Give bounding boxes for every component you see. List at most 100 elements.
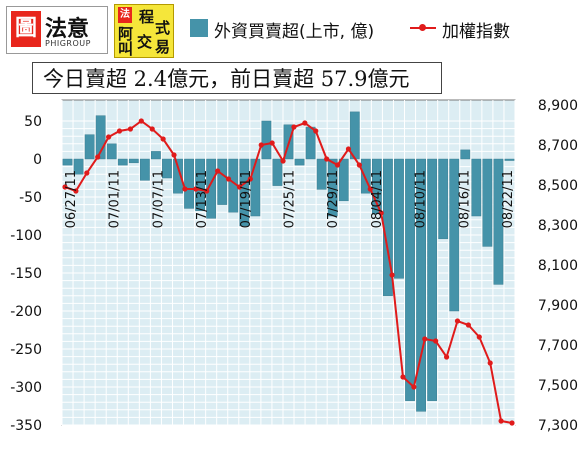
left-tick-label: 50: [24, 114, 42, 130]
bar: [438, 158, 449, 240]
index-point: [433, 338, 439, 344]
index-point: [422, 336, 428, 342]
index-point: [204, 188, 210, 194]
logo-name: 法意: [45, 17, 90, 42]
bar: [62, 158, 73, 166]
right-tick-label: 7,300: [538, 418, 578, 434]
legend-bar-swatch: [190, 19, 208, 37]
left-tick-label: -250: [10, 342, 42, 358]
x-tick-label: 06/27/11: [64, 170, 79, 228]
left-tick-label: -350: [10, 418, 42, 434]
index-point: [302, 120, 308, 126]
bar: [139, 158, 150, 181]
index-point: [334, 162, 341, 168]
legend-bar-label: 外資買賣超(上市, 億): [214, 22, 375, 42]
x-tick-label: 07/25/11: [283, 170, 298, 228]
index-point: [182, 186, 188, 192]
bar: [427, 158, 438, 401]
index-point: [193, 186, 199, 192]
bar: [316, 158, 327, 190]
bar: [162, 158, 172, 179]
x-tick-label: 07/07/11: [151, 170, 166, 228]
index-point: [106, 134, 112, 140]
bar: [128, 158, 139, 164]
bar: [195, 158, 206, 211]
right-axis-labels: 8,900 8,700 8,500 8,300 8,100 7,900 7,700 7,500…: [538, 98, 578, 434]
index-line-series: [62, 118, 515, 426]
x-tick-label: 08/22/11: [501, 170, 516, 228]
index-point: [389, 272, 395, 278]
left-tick-label: 0: [33, 152, 42, 168]
index-point: [247, 176, 253, 182]
x-tick-label: 08/10/11: [414, 170, 429, 228]
bar: [106, 143, 117, 160]
x-axis-labels: 06/27/11 07/01/11 07/07/11 07/13/11 07/19/11…: [64, 170, 516, 228]
index-point: [454, 318, 461, 324]
x-tick-label: 08/04/11: [370, 170, 385, 228]
bar: [460, 149, 471, 160]
index-point: [509, 420, 515, 426]
left-tick-label: -100: [10, 228, 42, 244]
bar: [360, 158, 371, 194]
logo-subtext: PHIGROUP: [45, 39, 91, 48]
bar: [217, 158, 228, 205]
index-point: [171, 152, 177, 158]
index-point: [236, 184, 243, 190]
bar: [117, 158, 128, 166]
index-point: [116, 128, 123, 134]
index-point: [73, 188, 79, 194]
bar: [239, 158, 250, 227]
index-point: [280, 158, 286, 164]
bar: [493, 158, 504, 285]
index-point: [356, 162, 362, 168]
bar: [371, 158, 382, 214]
program-trading-logo: 法 程 阿 式 叫 交 易: [114, 4, 174, 58]
right-tick-label: 8,100: [538, 258, 578, 274]
phigroup-logo: 圖 法意 PHIGROUP: [6, 6, 108, 54]
index-point: [95, 154, 101, 160]
index-point: [324, 156, 330, 162]
right-tick-label: 7,900: [538, 298, 578, 314]
chart-subtitle: 今日賣超 2.4億元，前日賣超 57.9億元: [32, 62, 442, 94]
index-point: [225, 176, 232, 182]
legend-line-label: 加權指數: [442, 22, 510, 42]
logo2-char: 叫: [118, 40, 134, 58]
bar: [184, 158, 194, 209]
bar: [449, 158, 460, 312]
right-tick-label: 8,900: [538, 98, 578, 114]
index-point: [160, 136, 166, 142]
index-point: [258, 142, 264, 148]
bar: [84, 134, 95, 160]
index-point: [215, 168, 221, 174]
index-point: [411, 384, 417, 390]
logo2-mark-icon: 法: [118, 7, 132, 23]
left-tick-label: -50: [19, 190, 42, 206]
logo-mark-icon: 圖: [11, 11, 41, 47]
bar: [173, 158, 183, 194]
bar: [482, 158, 493, 247]
bar: [95, 115, 106, 160]
index-point: [443, 354, 450, 360]
x-tick-label: 07/01/11: [108, 170, 123, 228]
index-point: [62, 184, 68, 190]
index-point: [498, 418, 504, 424]
index-point: [378, 210, 384, 216]
index-point: [476, 334, 482, 340]
right-tick-label: 8,700: [538, 138, 578, 154]
right-tick-label: 8,500: [538, 178, 578, 194]
index-point: [345, 146, 352, 152]
bar: [272, 158, 283, 186]
legend-line-dot: [419, 24, 426, 31]
bar: [338, 158, 349, 202]
index-point: [138, 118, 144, 124]
bar: [416, 158, 426, 412]
index-point: [313, 128, 319, 134]
right-tick-label: 8,300: [538, 218, 578, 234]
index-point: [291, 124, 297, 130]
index-point: [465, 322, 471, 328]
logo2-char: 程: [139, 8, 155, 26]
index-point: [84, 170, 90, 176]
logo2-char: 阿: [118, 25, 134, 43]
bar: [405, 158, 415, 401]
